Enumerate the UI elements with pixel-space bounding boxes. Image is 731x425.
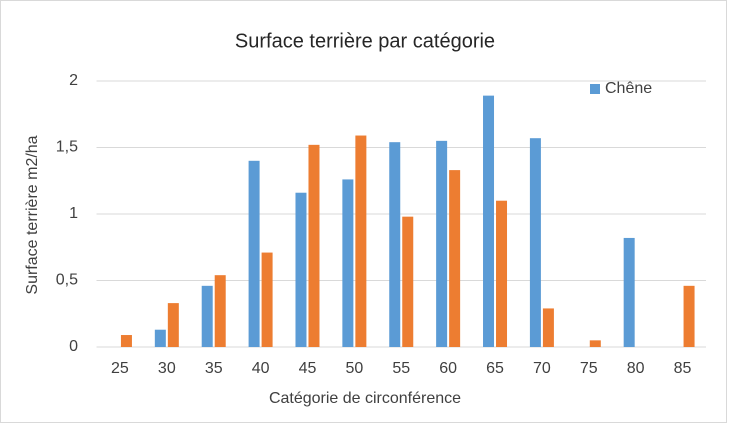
bar [154,329,166,347]
legend-label: Chêne [605,80,652,97]
x-tick-label: 65 [486,360,504,377]
chart-title: Surface terrière par catégorie [235,30,495,52]
y-tick-label: 0 [69,338,78,355]
bar [683,285,695,347]
bar [496,200,508,347]
bar [449,170,461,347]
x-tick-label: 55 [392,360,410,377]
bar [623,237,635,347]
x-axis-label: Catégorie de circonférence [269,390,461,407]
bar [529,138,541,347]
x-tick-label: 25 [111,360,129,377]
x-tick-label: 30 [158,360,176,377]
bar [542,308,554,347]
bar [295,192,307,347]
x-tick-label: 40 [252,360,270,377]
y-axis-label: Surface terrière m2/ha [24,135,41,294]
legend-swatch [590,84,600,94]
bar [402,216,414,347]
bar [436,140,448,347]
x-tick-label: 75 [580,360,598,377]
y-tick-label: 1,5 [56,139,78,156]
x-tick-label: 45 [299,360,317,377]
x-tick-label: 80 [627,360,645,377]
y-tick-label: 1 [69,205,78,222]
bar [389,142,401,347]
x-tick-label: 35 [205,360,223,377]
bar [589,340,601,347]
bar [308,144,320,347]
x-tick-label: 60 [439,360,457,377]
bar [483,95,495,347]
x-tick-label: 85 [674,360,692,377]
bar [342,179,354,347]
bar [120,335,132,347]
y-tick-label: 2 [69,72,78,89]
x-tick-label: 70 [533,360,551,377]
bar [355,135,367,347]
bar [167,303,179,347]
bar [261,252,273,347]
bar [214,275,226,347]
bar [248,160,260,347]
y-tick-label: 0,5 [56,272,78,289]
x-tick-label: 50 [345,360,363,377]
bar [201,285,213,347]
